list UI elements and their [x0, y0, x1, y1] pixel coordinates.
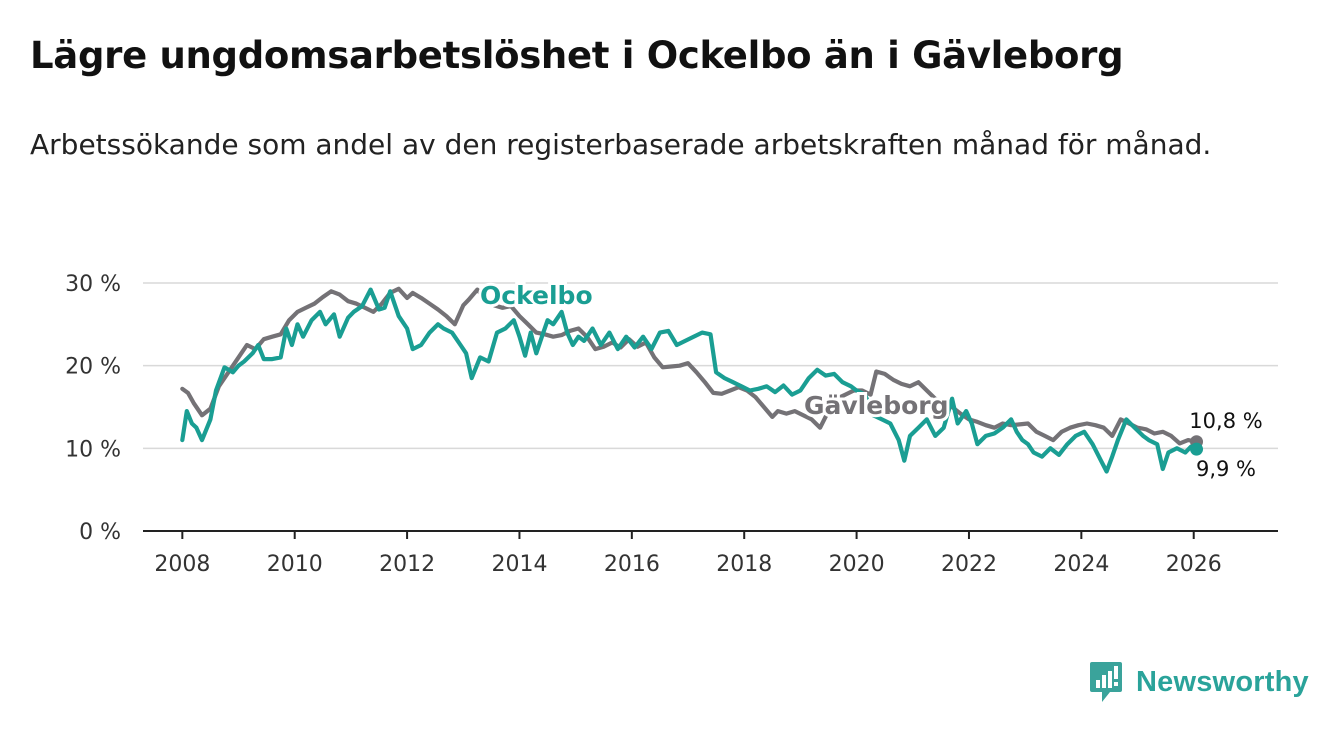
end-label-gavleborg: 10,8 % — [1189, 409, 1262, 433]
chart-title: Lägre ungdomsarbetslöshet i Ockelbo än i… — [30, 34, 1124, 77]
x-tick-label: 2026 — [1166, 552, 1222, 577]
newsworthy-logo-icon — [1090, 662, 1122, 702]
series-lines — [180, 286, 1204, 474]
x-tick-label: 2012 — [379, 552, 435, 577]
x-tick-label: 2022 — [941, 552, 997, 577]
y-tick-label: 30 % — [65, 272, 121, 297]
series-label-ockelbo: Ockelbo — [480, 281, 593, 310]
x-tick-label: 2010 — [267, 552, 323, 577]
x-tick-label: 2024 — [1053, 552, 1109, 577]
annotations: 10,8 % 9,9 % Ockelbo Gävleborg — [477, 278, 1265, 484]
x-tick-label: 2020 — [829, 552, 885, 577]
x-tick-label: 2016 — [604, 552, 660, 577]
series-line-gvleborg — [180, 286, 1199, 446]
newsworthy-logo: Newsworthy — [1088, 660, 1309, 704]
series-line-ockelbo — [180, 287, 1199, 474]
x-tick-label: 2018 — [716, 552, 772, 577]
y-tick-label: 10 % — [65, 437, 121, 462]
x-tick-label: 2014 — [491, 552, 547, 577]
end-marker-ockelbo — [1190, 442, 1204, 456]
axes: 0 % 10 % 20 % 30 % 2008 2010 2012 2014 2016 2018 2… — [65, 272, 1278, 577]
grid-lines — [143, 282, 1278, 450]
end-label-ockelbo: 9,9 % — [1196, 457, 1256, 481]
logo-text: Newsworthy — [1136, 665, 1309, 698]
y-tick-label: 0 % — [79, 520, 121, 545]
y-tick-label: 20 % — [65, 355, 121, 380]
x-tick-label: 2008 — [154, 552, 210, 577]
series-label-gavleborg: Gävleborg — [804, 391, 949, 420]
chart-subtitle: Arbetssökande som andel av den registerb… — [30, 128, 1212, 161]
